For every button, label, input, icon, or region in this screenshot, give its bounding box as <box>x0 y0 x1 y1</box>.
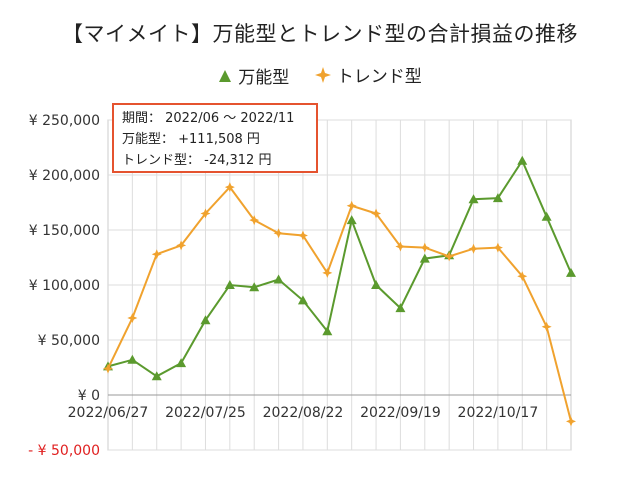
x-tick-label: 2022/07/25 <box>165 405 246 421</box>
data-point <box>127 354 138 364</box>
data-point <box>297 230 308 241</box>
data-point <box>249 282 260 292</box>
legend-label-series-2: トレンド型 <box>336 67 422 87</box>
x-tick-label: 2022/06/27 <box>68 405 149 421</box>
y-tick-label: ¥ 150,000 <box>29 223 100 239</box>
x-tick-label: 2022/09/19 <box>360 405 441 421</box>
data-point <box>346 215 357 225</box>
x-tick-label: 2022/10/17 <box>458 405 539 421</box>
data-point <box>419 253 430 263</box>
data-point <box>566 267 576 277</box>
data-point <box>103 363 113 374</box>
data-point <box>200 315 211 325</box>
data-point <box>297 295 308 305</box>
x-tick-label: 2022/08/22 <box>263 405 344 421</box>
data-point <box>468 243 479 254</box>
legend-item-series-1: 万能型 <box>218 63 289 88</box>
y-tick-label: ¥ 0 <box>78 388 100 404</box>
data-point <box>273 228 284 239</box>
summary-box: 期間： 2022/06 ～ 2022/11 万能型： +111,508 円 トレ… <box>112 103 318 173</box>
data-point <box>322 267 333 278</box>
data-point <box>395 303 406 313</box>
legend: 万能型 トレンド型 <box>0 62 640 88</box>
series-line-1 <box>107 158 572 378</box>
data-point <box>419 242 430 253</box>
y-tick-label: - ¥ 50,000 <box>28 443 100 459</box>
summary-series-1: 万能型： +111,508 円 <box>122 132 260 147</box>
data-point <box>249 215 260 226</box>
y-tick-label: ¥ 100,000 <box>29 278 100 294</box>
summary-series-2: トレンド型： -24,312 円 <box>122 153 272 168</box>
data-point <box>346 200 357 211</box>
data-point <box>200 208 211 219</box>
data-point <box>541 211 552 221</box>
series-line-2 <box>107 185 572 422</box>
data-point <box>517 271 528 282</box>
data-point <box>492 193 503 203</box>
data-point <box>566 416 576 427</box>
data-point <box>444 251 455 262</box>
triangle-marker-icon <box>219 69 232 82</box>
data-point <box>151 371 162 381</box>
legend-item-series-2: トレンド型 <box>314 62 422 87</box>
data-point <box>468 194 479 204</box>
data-point <box>371 208 382 219</box>
y-tick-label: ¥ 250,000 <box>29 113 100 129</box>
legend-label-series-1: 万能型 <box>238 68 290 88</box>
data-point <box>492 242 503 253</box>
data-point <box>127 313 138 323</box>
star-marker-icon <box>314 66 331 83</box>
chart-title: 【マイメイト】万能型とトレンド型の合計損益の推移 <box>62 22 578 46</box>
summary-period: 期間： 2022/06 ～ 2022/11 <box>122 111 295 126</box>
data-point <box>322 326 333 336</box>
data-point <box>273 274 284 284</box>
data-point <box>224 280 235 289</box>
data-point <box>176 240 187 251</box>
data-point <box>224 182 235 193</box>
data-point <box>541 321 552 332</box>
data-point <box>151 249 162 260</box>
data-point <box>176 358 187 368</box>
data-point <box>517 155 528 165</box>
y-tick-label: ¥ 50,000 <box>38 333 100 349</box>
data-point <box>395 241 406 252</box>
data-point <box>371 280 382 289</box>
y-tick-label: ¥ 200,000 <box>29 168 100 184</box>
